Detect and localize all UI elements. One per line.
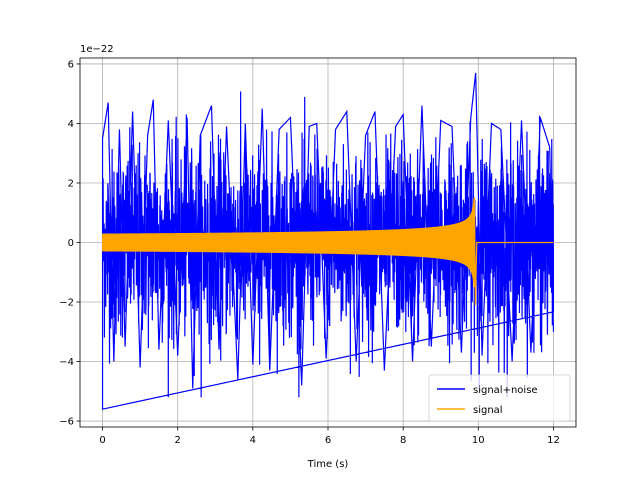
y-tick-label: −4 <box>59 357 74 368</box>
y-tick-label: 0 <box>68 238 74 249</box>
legend-label: signal <box>473 405 503 416</box>
plot-area <box>101 72 555 410</box>
y-axis-ticks: −6 −4 −2 0 2 4 6 <box>59 59 80 428</box>
y-tick-label: 6 <box>68 59 74 70</box>
x-tick-label: 10 <box>472 435 485 446</box>
y-axis-offset-label: 1e−22 <box>80 44 114 55</box>
series-signal-noise <box>101 72 555 410</box>
x-axis-ticks: 0 2 4 6 8 10 12 <box>99 427 560 446</box>
x-tick-label: 0 <box>99 435 105 446</box>
x-axis-label: Time (s) <box>307 459 349 470</box>
series-signal <box>101 197 554 306</box>
legend-label: signal+noise <box>473 385 538 396</box>
legend: signal+noise signal <box>428 374 571 422</box>
series-layer <box>101 72 555 410</box>
x-tick-label: 4 <box>250 435 256 446</box>
x-tick-label: 12 <box>547 435 560 446</box>
x-tick-label: 6 <box>325 435 331 446</box>
x-tick-label: 8 <box>400 435 406 446</box>
y-tick-label: −6 <box>59 417 74 428</box>
x-tick-label: 2 <box>175 435 181 446</box>
y-tick-label: 4 <box>68 119 74 130</box>
y-tick-label: −2 <box>59 298 74 309</box>
y-tick-label: 2 <box>68 178 74 189</box>
